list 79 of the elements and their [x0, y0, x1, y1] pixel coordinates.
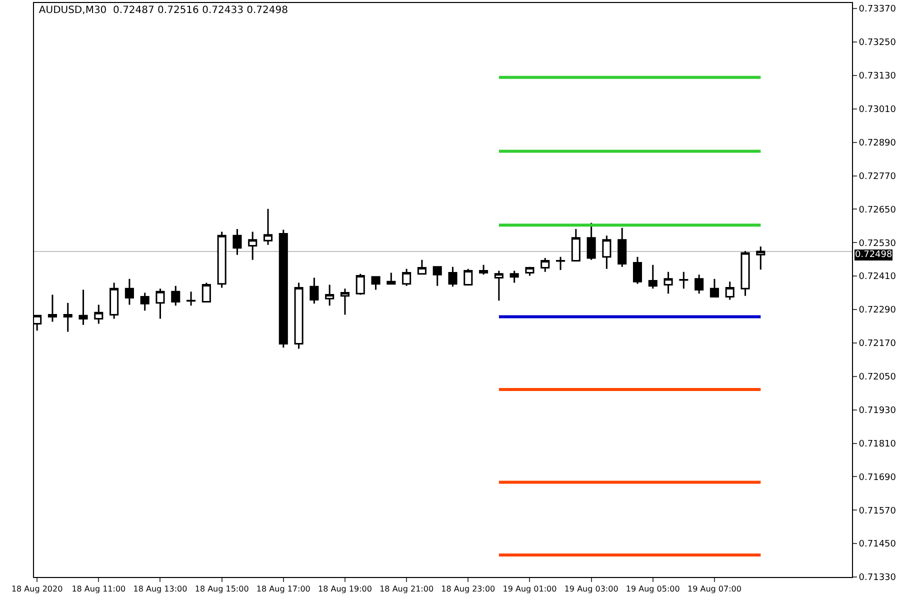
candlestick	[710, 278, 719, 298]
candlestick	[448, 266, 458, 288]
y-tick-label: 0.73130	[858, 72, 896, 82]
x-tick-label: 18 Aug 13:00	[133, 584, 188, 594]
candlestick	[156, 288, 165, 320]
candlestick	[232, 228, 242, 256]
candlestick	[618, 227, 627, 268]
candlestick	[525, 266, 534, 277]
candlestick	[110, 282, 119, 320]
candlestick	[248, 231, 258, 261]
x-tick-label: 18 Aug 11:00	[72, 584, 126, 594]
candlestick	[63, 302, 72, 333]
candlestick	[664, 271, 673, 294]
candlestick	[417, 259, 426, 276]
candlestick	[586, 222, 596, 261]
ref-line-label: 0.72498	[855, 250, 892, 260]
candlestick	[386, 272, 396, 285]
candlestick	[648, 264, 658, 290]
candlestick	[679, 271, 688, 290]
candlestick	[356, 273, 365, 296]
y-tick-label: 0.71450	[858, 540, 896, 550]
candlestick	[186, 290, 196, 306]
x-tick-label: 18 Aug 2020	[11, 584, 63, 594]
candlestick	[94, 304, 104, 324]
chart-title: AUDUSD,M30 0.72487 0.72516 0.72433 0.72498	[38, 5, 288, 16]
y-tick-label: 0.72530	[858, 238, 896, 249]
candlestick	[124, 278, 134, 306]
candlestick	[294, 282, 304, 350]
candlestick	[494, 270, 504, 302]
y-tick-label: 0.72770	[858, 172, 896, 182]
y-tick-label: 0.71930	[858, 406, 896, 416]
candlestick	[479, 264, 488, 276]
candlestick	[402, 268, 412, 287]
x-tick-label: 19 Aug 05:00	[626, 584, 680, 594]
x-tick-label: 19 Aug 03:00	[564, 584, 618, 594]
candlestick	[632, 256, 642, 285]
x-tick-label: 19 Aug 07:00	[687, 584, 742, 594]
y-tick-label: 0.73370	[858, 4, 896, 15]
candlestick	[540, 257, 550, 273]
candlestick	[202, 282, 211, 302]
x-tick-label: 18 Aug 21:00	[380, 584, 434, 594]
candlestick	[571, 228, 580, 262]
candlestick	[371, 276, 380, 290]
candlestick	[694, 274, 704, 294]
candlestick	[217, 231, 226, 289]
y-tick-label: 0.72290	[858, 306, 896, 316]
y-tick-label: 0.71330	[858, 573, 896, 584]
y-tick-label: 0.72890	[858, 138, 896, 148]
y-tick-label: 0.72410	[858, 272, 896, 282]
candlestick	[340, 288, 350, 316]
candlestick	[263, 208, 273, 246]
candlestick	[756, 246, 766, 270]
y-tick-label: 0.71810	[858, 439, 896, 450]
candlestick	[278, 229, 288, 348]
candlestick	[310, 276, 319, 304]
candlestick	[602, 234, 612, 270]
y-tick-label: 0.71570	[858, 506, 896, 516]
candlestick	[510, 270, 519, 284]
candlestick	[325, 284, 334, 306]
y-tick-label: 0.72650	[858, 205, 896, 216]
candlestick	[556, 256, 566, 271]
candlestick	[432, 266, 442, 287]
y-tick-label: 0.73250	[858, 38, 896, 48]
candlestick	[740, 250, 750, 297]
candlestick	[140, 292, 150, 312]
x-tick-label: 18 Aug 23:00	[441, 584, 496, 594]
y-tick-label: 0.73010	[858, 105, 896, 116]
y-tick-label: 0.71690	[858, 472, 896, 483]
candlestick	[171, 285, 180, 306]
x-tick-label: 18 Aug 17:00	[256, 584, 310, 594]
candlestick	[464, 268, 473, 286]
x-tick-label: 19 Aug 01:00	[502, 584, 557, 594]
candlestick	[78, 288, 88, 326]
y-tick-label: 0.72050	[858, 372, 896, 383]
candlestick	[48, 294, 57, 323]
y-tick-label: 0.72170	[858, 339, 896, 350]
candlestick	[725, 280, 734, 300]
x-tick-label: 18 Aug 19:00	[318, 584, 372, 594]
x-tick-label: 18 Aug 15:00	[194, 584, 249, 594]
